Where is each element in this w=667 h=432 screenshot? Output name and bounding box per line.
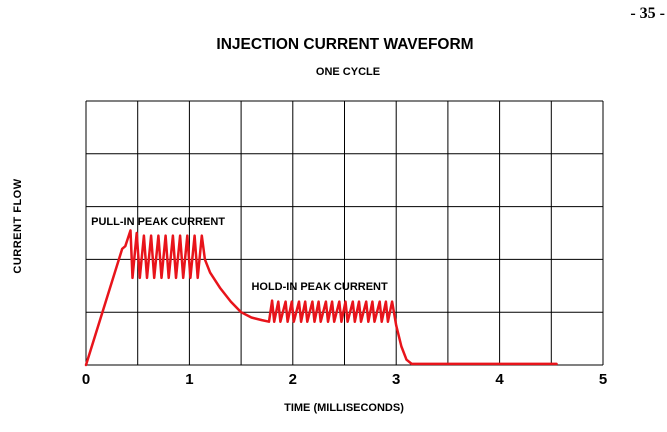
page-number: - 35 - [630, 5, 665, 22]
waveform-series [84, 229, 558, 367]
x-tick-labels: 0 1 2 3 4 5 [82, 371, 607, 388]
annotation-label: PULL-IN PEAK CURRENT [91, 216, 225, 228]
waveform-line [84, 229, 558, 367]
x-axis-label: TIME (MILLISECONDS) [284, 402, 404, 414]
annotations: PULL-IN PEAK CURRENT HOLD-IN PEAK CURRENT [91, 216, 388, 293]
x-tick-label: 2 [289, 371, 297, 388]
chart-title: INJECTION CURRENT WAVEFORM [216, 36, 474, 53]
x-tick-label: 4 [495, 371, 504, 388]
x-tick-label: 1 [185, 371, 193, 388]
x-tick-label: 5 [599, 371, 607, 388]
x-tick-label: 0 [82, 371, 90, 388]
grid-lines [85, 100, 604, 366]
chart-subtitle: ONE CYCLE [315, 66, 381, 78]
annotation-label: HOLD-IN PEAK CURRENT [251, 281, 388, 293]
x-tick-label: 3 [392, 371, 400, 388]
